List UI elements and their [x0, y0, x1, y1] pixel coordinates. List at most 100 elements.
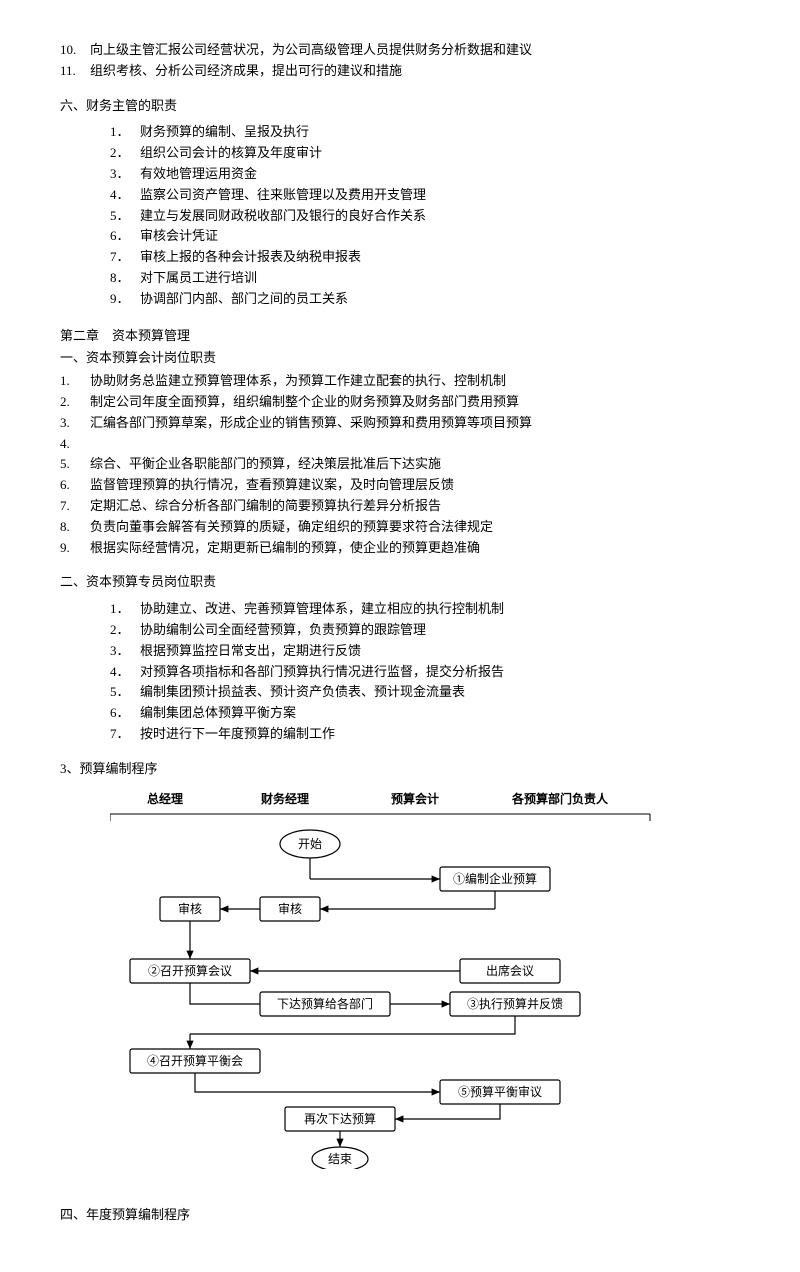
list-item: 8.负责向董事会解答有关预算的质疑，确定组织的预算要求符合法律规定 [60, 517, 740, 538]
col-header-acc: 预算会计 [350, 790, 480, 809]
list-item: 6.监督管理预算的执行情况，查看预算建议案，及时向管理层反馈 [60, 475, 740, 496]
node-balance-review: ⑤预算平衡审议 [458, 1084, 542, 1099]
list-item: 6．审核会计凭证 [60, 226, 740, 247]
item-text: 建立与发展同财政税收部门及银行的良好合作关系 [140, 206, 426, 227]
item-text: 审核会计凭证 [140, 226, 218, 247]
list-item: 1.协助财务总监建立预算管理体系，为预算工作建立配套的执行、控制机制 [60, 371, 740, 392]
col-header-dept: 各预算部门负责人 [480, 790, 640, 809]
flowchart: 开始 ①编制企业预算 审核 审核 ②召开预算会议 出席会议 下达预算给各部门 ③… [110, 809, 740, 1176]
item-text: 协助编制公司全面经营预算，负责预算的跟踪管理 [140, 620, 426, 641]
item-text: 对预算各项指标和各部门预算执行情况进行监督，提交分析报告 [140, 662, 504, 683]
item-num: 3. [60, 413, 90, 434]
node-meeting: ②召开预算会议 [148, 963, 232, 978]
list-item: 1．财务预算的编制、呈报及执行 [60, 122, 740, 143]
list-item: 11.组织考核、分析公司经济成果，提出可行的建议和措施 [60, 61, 740, 82]
list-item: 7．审核上报的各种会计报表及纳税申报表 [60, 247, 740, 268]
list-item: 4．监察公司资产管理、往来账管理以及费用开支管理 [60, 185, 740, 206]
item-text: 监察公司资产管理、往来账管理以及费用开支管理 [140, 185, 426, 206]
item-text: 监督管理预算的执行情况，查看预算建议案，及时向管理层反馈 [90, 475, 454, 496]
list-item: 7.定期汇总、综合分析各部门编制的简要预算执行差异分析报告 [60, 496, 740, 517]
item-num: 8． [110, 268, 140, 289]
item-num: 4. [60, 434, 90, 455]
item-num: 8. [60, 517, 90, 538]
node-end: 结束 [328, 1152, 352, 1166]
part2-list: 1．协助建立、改进、完善预算管理体系，建立相应的执行控制机制 2．协助编制公司全… [60, 599, 740, 745]
list-item: 1．协助建立、改进、完善预算管理体系，建立相应的执行控制机制 [60, 599, 740, 620]
item-num: 7． [110, 247, 140, 268]
list-item: 3．根据预算监控日常支出，定期进行反馈 [60, 641, 740, 662]
item-num: 2. [60, 392, 90, 413]
list-item: 3．有效地管理运用资金 [60, 164, 740, 185]
item-num: 11. [60, 61, 90, 82]
item-text: 综合、平衡企业各职能部门的预算，经决策层批准后下达实施 [90, 454, 441, 475]
item-num: 7． [110, 724, 140, 745]
list-item: 4. [60, 434, 740, 455]
list-item: 3.汇编各部门预算草案，形成企业的销售预算、采购预算和费用预算等项目预算 [60, 413, 740, 434]
item-num: 9． [110, 289, 140, 310]
item-text: 制定公司年度全面预算，组织编制整个企业的财务预算及财务部门费用预算 [90, 392, 519, 413]
list-item: 5．建立与发展同财政税收部门及银行的良好合作关系 [60, 206, 740, 227]
part1-list: 1.协助财务总监建立预算管理体系，为预算工作建立配套的执行、控制机制 2.制定公… [60, 371, 740, 558]
list-item: 5.综合、平衡企业各职能部门的预算，经决策层批准后下达实施 [60, 454, 740, 475]
item-text: 根据预算监控日常支出，定期进行反馈 [140, 641, 361, 662]
list-item: 5．编制集团预计损益表、预计资产负债表、预计现金流量表 [60, 682, 740, 703]
col-header-gm: 总经理 [110, 790, 220, 809]
item-num: 9. [60, 538, 90, 559]
item-text: 根据实际经营情况，定期更新已编制的预算，使企业的预算更趋准确 [90, 538, 480, 559]
item-text: 向上级主管汇报公司经营状况，为公司高级管理人员提供财务分析数据和建议 [90, 40, 740, 61]
node-compile: ①编制企业预算 [453, 871, 537, 886]
item-text: 协助建立、改进、完善预算管理体系，建立相应的执行控制机制 [140, 599, 504, 620]
list-item: 2．协助编制公司全面经营预算，负责预算的跟踪管理 [60, 620, 740, 641]
flow-column-headers: 总经理 财务经理 预算会计 各预算部门负责人 [110, 790, 740, 809]
item-text: 负责向董事会解答有关预算的质疑，确定组织的预算要求符合法律规定 [90, 517, 493, 538]
part4-title: 四、年度预算编制程序 [60, 1205, 740, 1226]
item-num: 10. [60, 40, 90, 61]
item-text: 对下属员工进行培训 [140, 268, 257, 289]
list-item: 6．编制集团总体预算平衡方案 [60, 703, 740, 724]
item-num: 5． [110, 206, 140, 227]
list-item: 10.向上级主管汇报公司经营状况，为公司高级管理人员提供财务分析数据和建议 [60, 40, 740, 61]
item-num: 1． [110, 122, 140, 143]
item-text: 编制集团总体预算平衡方案 [140, 703, 296, 724]
item-text: 财务预算的编制、呈报及执行 [140, 122, 309, 143]
item-num: 3． [110, 164, 140, 185]
item-num: 3． [110, 641, 140, 662]
section6-title: 六、财务主管的职责 [60, 96, 740, 117]
item-num: 6． [110, 226, 140, 247]
node-audit-fm: 审核 [278, 901, 302, 916]
item-num: 6． [110, 703, 140, 724]
list-item: 9.根据实际经营情况，定期更新已编制的预算，使企业的预算更趋准确 [60, 538, 740, 559]
node-exec: ③执行预算并反馈 [467, 996, 563, 1011]
node-audit-gm: 审核 [178, 901, 202, 916]
item-num: 1． [110, 599, 140, 620]
item-num: 2． [110, 620, 140, 641]
item-text: 编制集团预计损益表、预计资产负债表、预计现金流量表 [140, 682, 465, 703]
item-num: 4． [110, 662, 140, 683]
list-item: 7．按时进行下一年度预算的编制工作 [60, 724, 740, 745]
top-list: 10.向上级主管汇报公司经营状况，为公司高级管理人员提供财务分析数据和建议 11… [60, 40, 740, 82]
item-text: 组织公司会计的核算及年度审计 [140, 143, 322, 164]
list-item: 2.制定公司年度全面预算，组织编制整个企业的财务预算及财务部门费用预算 [60, 392, 740, 413]
node-dispatch: 下达预算给各部门 [277, 996, 373, 1011]
list-item: 2．组织公司会计的核算及年度审计 [60, 143, 740, 164]
item-num: 5. [60, 454, 90, 475]
part1-title: 一、资本预算会计岗位职责 [60, 348, 740, 369]
item-num: 5． [110, 682, 140, 703]
item-text: 审核上报的各种会计报表及纳税申报表 [140, 247, 361, 268]
part2-title: 二、资本预算专员岗位职责 [60, 572, 740, 593]
section6-list: 1．财务预算的编制、呈报及执行 2．组织公司会计的核算及年度审计 3．有效地管理… [60, 122, 740, 309]
item-num: 2． [110, 143, 140, 164]
item-text: 有效地管理运用资金 [140, 164, 257, 185]
list-item: 8．对下属员工进行培训 [60, 268, 740, 289]
item-num: 4． [110, 185, 140, 206]
list-item: 4．对预算各项指标和各部门预算执行情况进行监督，提交分析报告 [60, 662, 740, 683]
item-num: 7. [60, 496, 90, 517]
part3-title: 3、预算编制程序 [60, 759, 740, 780]
item-num: 6. [60, 475, 90, 496]
node-start: 开始 [298, 837, 322, 851]
node-balance-meet: ④召开预算平衡会 [147, 1053, 243, 1068]
item-text: 按时进行下一年度预算的编制工作 [140, 724, 335, 745]
col-header-fm: 财务经理 [220, 790, 350, 809]
node-redo: 再次下达预算 [304, 1111, 376, 1126]
item-text: 组织考核、分析公司经济成果，提出可行的建议和措施 [90, 61, 740, 82]
